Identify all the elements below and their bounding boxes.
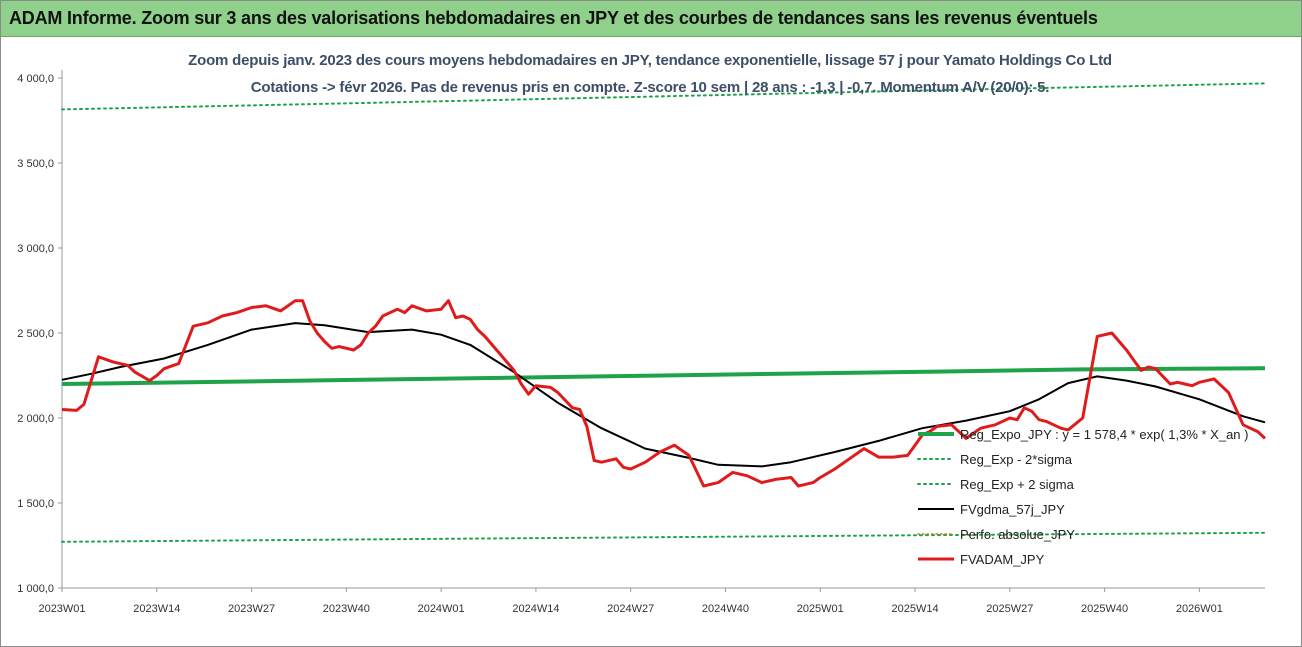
y-tick-label: 1 000,0 bbox=[17, 583, 54, 595]
report-banner: ADAM Informe. Zoom sur 3 ans des valoris… bbox=[1, 1, 1301, 37]
x-tick-label: 2024W14 bbox=[512, 603, 559, 615]
series-line-1 bbox=[61, 531, 1266, 543]
x-tick-label: 2025W40 bbox=[1081, 603, 1128, 615]
series-layer bbox=[61, 82, 1267, 543]
legend-label-5: FVADAM_JPY bbox=[960, 552, 1045, 567]
legend: Reg_Expo_JPY : y = 1 578,4 * exp( 1,3% *… bbox=[917, 427, 1248, 567]
x-tick-label: 2025W01 bbox=[797, 603, 844, 615]
x-tick-label: 2024W40 bbox=[702, 603, 749, 615]
series-line-2 bbox=[61, 82, 1266, 111]
x-tick-label: 2026W01 bbox=[1176, 603, 1223, 615]
y-tick-label: 1 500,0 bbox=[17, 498, 54, 510]
y-tick-label: 4 000,0 bbox=[17, 73, 54, 85]
y-tick-label: 2 500,0 bbox=[17, 328, 54, 340]
x-tick-label: 2025W14 bbox=[891, 603, 938, 615]
legend-label-1: Reg_Exp - 2*sigma bbox=[960, 452, 1073, 467]
series-line-3 bbox=[61, 322, 1266, 468]
y-tick-label: 3 000,0 bbox=[17, 243, 54, 255]
axes: 1 000,0 1 500,0 2 000,0 2 500,0 3 000,0 3 500… bbox=[17, 70, 1265, 615]
series-line-5 bbox=[61, 299, 1267, 488]
x-tick-label: 2024W27 bbox=[607, 603, 654, 615]
x-tick-label: 2025W27 bbox=[986, 603, 1033, 615]
x-tick-label: 2023W01 bbox=[38, 603, 85, 615]
y-tick-label: 2 000,0 bbox=[17, 413, 54, 425]
x-tick-label: 2023W14 bbox=[133, 603, 180, 615]
x-tick-label: 2023W27 bbox=[228, 603, 275, 615]
x-tick-label: 2024W01 bbox=[418, 603, 465, 615]
legend-label-2: Reg_Exp + 2 sigma bbox=[960, 477, 1075, 492]
x-tick-label: 2023W40 bbox=[323, 603, 370, 615]
chart-subtitle: Cotations -> févr 2026. Pas de revenus p… bbox=[250, 79, 1050, 96]
legend-label-0: Reg_Expo_JPY : y = 1 578,4 * exp( 1,3% *… bbox=[960, 427, 1248, 442]
legend-label-3: FVgdma_57j_JPY bbox=[960, 502, 1065, 517]
y-tick-label: 3 500,0 bbox=[17, 158, 54, 170]
chart-title: Zoom depuis janv. 2023 des cours moyens … bbox=[188, 52, 1112, 69]
series-line-0 bbox=[61, 366, 1266, 386]
report-title: ADAM Informe. Zoom sur 3 ans des valoris… bbox=[9, 8, 1098, 28]
legend-label-4: Perfo. absolue_JPY bbox=[960, 527, 1075, 542]
